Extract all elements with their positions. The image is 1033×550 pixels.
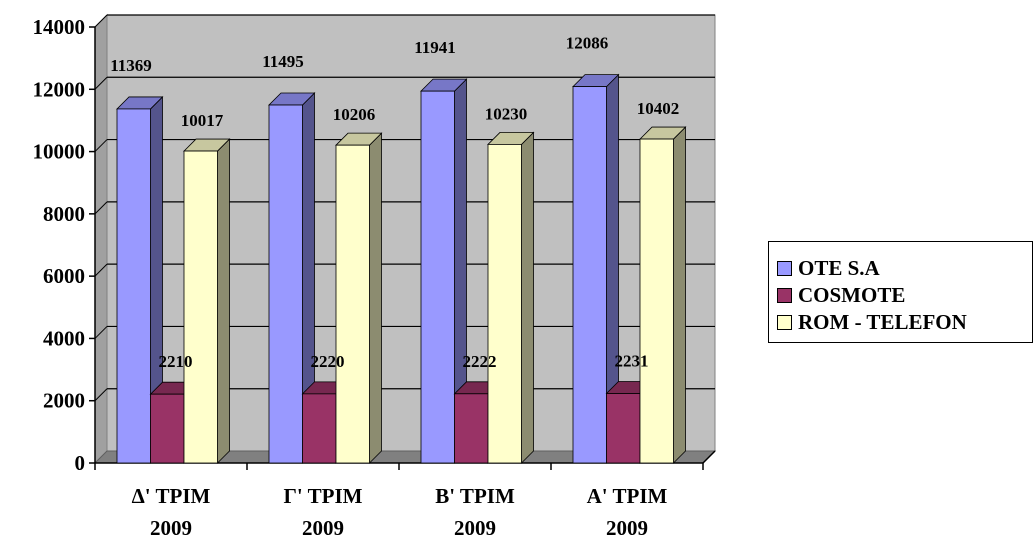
bar — [487, 144, 522, 464]
legend-label-rom-telefon: ROM - TELEFON — [798, 309, 967, 334]
gridline-side — [94, 76, 108, 90]
x-tick-label: Α' ΤΡΙΜ — [587, 484, 668, 508]
legend-label-ote: OTE S.A — [798, 255, 880, 280]
bar-side — [521, 131, 534, 464]
gridline-side — [94, 388, 108, 402]
x-tick-label-year: 2009 — [606, 516, 648, 540]
y-tick-label: 4000 — [43, 326, 85, 350]
bar — [116, 108, 151, 464]
bar — [420, 90, 455, 464]
bar — [183, 150, 218, 464]
legend-label-cosmote: COSMOTE — [798, 282, 906, 307]
data-label: 2220 — [311, 352, 345, 371]
gridline-side — [94, 14, 108, 28]
bar — [150, 393, 185, 464]
gridline-side — [94, 139, 108, 152]
data-label: 2222 — [463, 352, 497, 371]
data-label: 2210 — [159, 352, 193, 371]
legend-item-rom-telefon: ROM - TELEFON — [777, 309, 967, 335]
x-tick-label: Γ' ΤΡΙΜ — [284, 484, 363, 508]
x-tick-label: Β' ΤΡΙΜ — [435, 484, 515, 508]
bar-side — [673, 126, 686, 464]
legend-item-ote: OTE S.A — [777, 255, 880, 281]
x-tick-label: Δ' ΤΡΙΜ — [132, 484, 211, 508]
y-tick-label: 10000 — [33, 140, 86, 164]
data-label: 10206 — [333, 105, 376, 124]
gridline-side — [94, 201, 108, 215]
bar — [572, 86, 607, 464]
data-label: 11369 — [110, 56, 152, 75]
bar — [268, 104, 303, 464]
legend: OTE S.A COSMOTE ROM - TELEFON — [768, 241, 1033, 343]
data-label: 10230 — [485, 104, 528, 123]
y-tick-label: 12000 — [33, 77, 86, 101]
gridline-side — [94, 326, 108, 339]
data-label: 11495 — [262, 52, 304, 71]
data-label: 10402 — [637, 99, 680, 118]
y-tick-label: 8000 — [43, 202, 85, 226]
data-label: 11941 — [414, 38, 456, 57]
y-tick-label: 6000 — [43, 264, 85, 288]
legend-item-cosmote: COSMOTE — [777, 282, 905, 308]
bar — [606, 393, 641, 464]
bar — [335, 144, 370, 464]
legend-swatch-cosmote — [777, 287, 792, 303]
y-tick-label: 14000 — [33, 15, 86, 39]
data-label: 2231 — [615, 352, 649, 371]
x-axis-edge — [702, 450, 716, 464]
bar-side — [217, 138, 230, 464]
bar — [302, 393, 337, 464]
y-tick-label: 0 — [75, 451, 86, 475]
x-tick-label-year: 2009 — [150, 516, 192, 540]
data-label: 10017 — [181, 111, 224, 130]
bar — [639, 138, 674, 464]
x-tick-label-year: 2009 — [302, 516, 344, 540]
y-tick-label: 2000 — [43, 389, 85, 413]
gridline-side — [94, 263, 108, 277]
bar — [454, 393, 489, 464]
x-tick-label-year: 2009 — [454, 516, 496, 540]
legend-swatch-rom-telefon — [777, 314, 792, 330]
legend-swatch-ote — [777, 260, 792, 276]
bar-side — [369, 132, 382, 464]
data-label: 12086 — [566, 34, 609, 53]
chart-side-wall — [94, 13, 108, 465]
